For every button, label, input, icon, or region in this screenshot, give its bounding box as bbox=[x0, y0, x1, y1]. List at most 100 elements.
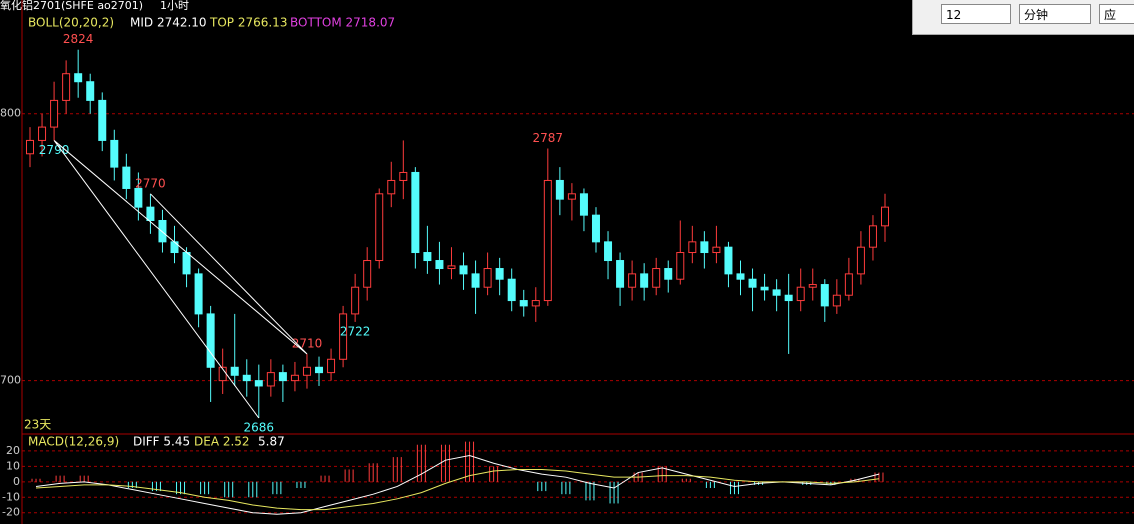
interval-input[interactable]: 12 bbox=[941, 4, 1011, 24]
candle-body bbox=[664, 268, 673, 280]
candle-body bbox=[604, 241, 613, 262]
candle-body bbox=[26, 139, 34, 155]
candle-body bbox=[495, 268, 504, 280]
toolbar: 12 分钟 应 bbox=[912, 0, 1134, 35]
candle-body bbox=[423, 252, 432, 262]
macd-diff: DIFF 5.45 bbox=[133, 435, 190, 449]
candle-body bbox=[531, 300, 540, 307]
candle-body bbox=[351, 286, 360, 315]
macd-dea-line bbox=[35, 468, 880, 511]
boll-name: BOLL(20,20,2) bbox=[28, 16, 114, 30]
candle-body bbox=[315, 366, 324, 374]
boll-top: TOP 2766.13 bbox=[209, 16, 287, 30]
candle-body bbox=[700, 241, 709, 254]
swing-label: 2686 bbox=[244, 420, 275, 434]
candle-body bbox=[591, 214, 600, 243]
candle-body bbox=[748, 278, 757, 288]
candle-body bbox=[50, 99, 59, 128]
candle-body bbox=[471, 273, 480, 288]
candle-body bbox=[98, 99, 107, 141]
macd-name: MACD(12,26,9) bbox=[28, 435, 119, 449]
boll-bottom: BOTTOM 2718.07 bbox=[290, 16, 395, 30]
macd-tick-label: 10 bbox=[6, 459, 20, 472]
candle-body bbox=[543, 179, 552, 302]
swing-label: 2770 bbox=[135, 176, 166, 190]
candle-body bbox=[411, 171, 420, 254]
apply-button[interactable]: 应 bbox=[1099, 4, 1134, 24]
unit-select[interactable]: 分钟 bbox=[1019, 4, 1091, 24]
candle-body bbox=[868, 225, 877, 248]
macd-value: 5.87 bbox=[258, 435, 285, 449]
candle-body bbox=[182, 252, 191, 275]
candle-body bbox=[387, 179, 396, 195]
candle-body bbox=[712, 246, 721, 254]
candle-body bbox=[447, 265, 456, 270]
boll-mid: MID 2742.10 bbox=[130, 16, 207, 30]
candle-body bbox=[724, 246, 733, 275]
candle-body bbox=[519, 300, 528, 307]
candle-body bbox=[266, 372, 275, 387]
candle-body bbox=[507, 278, 516, 302]
candle-body bbox=[881, 206, 889, 227]
title: 氧化铝2701(SHFE ao2701) bbox=[0, 0, 143, 12]
macd-tick-label: -20 bbox=[2, 506, 20, 519]
macd-dea: DEA 2.52 bbox=[194, 435, 250, 449]
period[interactable]: 1小时 bbox=[160, 0, 189, 12]
macd-tick-label: 20 bbox=[6, 444, 20, 457]
span-label: 23天 bbox=[24, 418, 51, 432]
swing-label: 2722 bbox=[340, 324, 371, 338]
candle-body bbox=[832, 294, 841, 307]
candle-body bbox=[38, 126, 47, 141]
candle-body bbox=[772, 289, 781, 296]
swing-label: 2787 bbox=[533, 131, 564, 145]
candle-body bbox=[375, 193, 384, 262]
candle-body bbox=[363, 260, 372, 288]
candle-body bbox=[796, 286, 805, 302]
candle-body bbox=[134, 187, 143, 208]
candle-body bbox=[844, 273, 853, 296]
candle-body bbox=[302, 366, 311, 376]
candle-body bbox=[399, 171, 408, 181]
candle-body bbox=[230, 366, 239, 376]
candle-body bbox=[146, 206, 155, 221]
candle-body bbox=[567, 193, 576, 200]
candle-body bbox=[62, 73, 71, 101]
candle-body bbox=[736, 273, 745, 280]
macd-tick-label: 0 bbox=[13, 475, 20, 488]
candle-body bbox=[856, 246, 865, 275]
candle-body bbox=[290, 374, 299, 382]
macd-tick-label: -10 bbox=[2, 490, 20, 503]
zigzag-line bbox=[53, 140, 308, 419]
candle-body bbox=[808, 284, 817, 288]
candle-body bbox=[435, 260, 444, 270]
candle-body bbox=[483, 268, 492, 288]
candle-body bbox=[158, 219, 167, 243]
candle-body bbox=[110, 139, 119, 168]
candle-body bbox=[760, 286, 769, 291]
candle-body bbox=[820, 284, 829, 307]
candle-body bbox=[170, 241, 179, 254]
candle-body bbox=[652, 268, 661, 288]
y-tick-label: 700 bbox=[0, 374, 21, 387]
candle-body bbox=[242, 374, 251, 382]
candle-body bbox=[784, 294, 793, 302]
candle-body bbox=[194, 273, 203, 315]
macd-diff-line bbox=[35, 455, 880, 515]
candle-body bbox=[74, 73, 83, 83]
candle-body bbox=[86, 81, 95, 101]
candle-body bbox=[676, 252, 685, 280]
candle-body bbox=[688, 241, 697, 254]
swing-label: 2824 bbox=[63, 32, 94, 46]
candle-body bbox=[206, 313, 215, 368]
y-tick-label: 800 bbox=[0, 107, 21, 120]
candle-body bbox=[628, 273, 637, 288]
candle-body bbox=[122, 166, 131, 189]
candle-body bbox=[278, 372, 287, 382]
candle-body bbox=[459, 265, 468, 275]
candle-body bbox=[327, 358, 336, 374]
candle-body bbox=[640, 273, 649, 288]
candle-body bbox=[579, 193, 588, 216]
candle-body bbox=[616, 260, 625, 288]
